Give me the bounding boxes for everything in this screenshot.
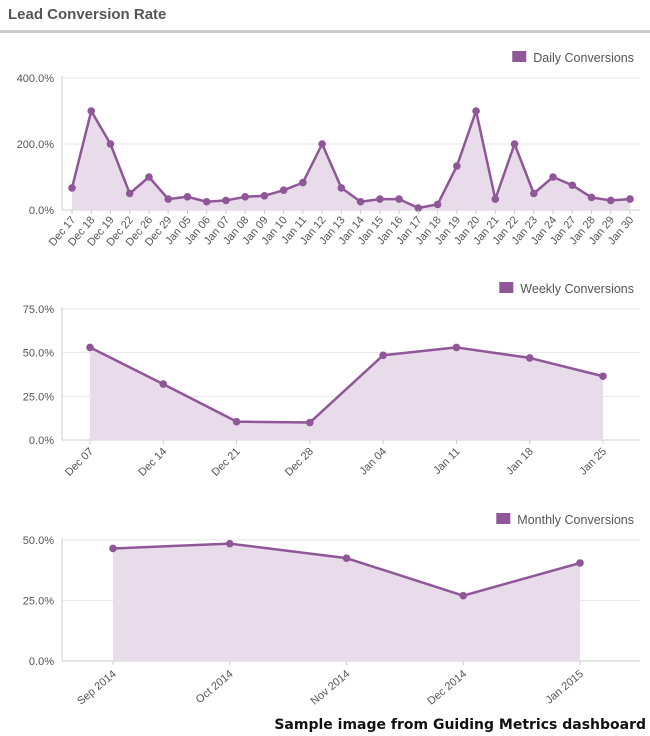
data-point bbox=[379, 351, 387, 360]
data-point bbox=[159, 380, 168, 388]
data-point bbox=[452, 343, 461, 352]
data-point bbox=[376, 195, 384, 203]
data-point bbox=[279, 186, 288, 194]
legend-swatch bbox=[496, 513, 511, 524]
data-point bbox=[549, 173, 557, 181]
data-point bbox=[164, 195, 173, 203]
legend-label: Monthly Conversions bbox=[517, 513, 634, 527]
data-point bbox=[491, 195, 500, 203]
data-point bbox=[68, 184, 76, 192]
y-tick-label: 25.0% bbox=[23, 391, 54, 403]
data-point bbox=[626, 195, 634, 203]
data-point bbox=[459, 591, 468, 600]
data-point bbox=[529, 189, 538, 198]
data-point bbox=[86, 343, 94, 352]
data-point bbox=[433, 200, 442, 209]
legend-label: Daily Conversions bbox=[533, 51, 634, 65]
data-point bbox=[260, 192, 269, 200]
data-point bbox=[342, 554, 351, 562]
legend-swatch bbox=[499, 282, 514, 293]
data-point bbox=[414, 204, 423, 212]
data-point bbox=[599, 372, 607, 381]
x-tick-label: Dec 2014 bbox=[425, 668, 469, 707]
x-tick-label: Jan 2015 bbox=[544, 668, 586, 706]
data-point bbox=[87, 107, 96, 115]
y-tick-label: 200.0% bbox=[17, 139, 55, 151]
y-tick-label: 0.0% bbox=[29, 205, 54, 217]
data-point bbox=[576, 559, 584, 567]
data-point bbox=[606, 196, 615, 205]
y-tick-label: 400.0% bbox=[17, 73, 55, 85]
data-point bbox=[109, 544, 117, 553]
header-bar: Lead Conversion Rate bbox=[0, 0, 650, 33]
data-point bbox=[222, 196, 230, 205]
data-point bbox=[395, 195, 403, 203]
data-point bbox=[337, 184, 346, 192]
series-line bbox=[70, 109, 631, 210]
series-line bbox=[89, 346, 604, 424]
data-point bbox=[225, 539, 234, 548]
x-tick-label: Oct 2014 bbox=[194, 668, 236, 706]
y-tick-label: 0.0% bbox=[29, 656, 54, 668]
data-point bbox=[183, 193, 192, 201]
data-point bbox=[232, 417, 241, 426]
data-point bbox=[453, 162, 461, 170]
x-tick-label: Sep 2014 bbox=[75, 668, 119, 707]
y-tick-label: 50.0% bbox=[23, 535, 54, 547]
data-point bbox=[145, 173, 153, 181]
data-point bbox=[525, 354, 534, 362]
legend-label: Weekly Conversions bbox=[520, 282, 634, 296]
data-point bbox=[241, 193, 249, 201]
y-tick-label: 25.0% bbox=[23, 596, 54, 608]
page-title: Lead Conversion Rate bbox=[8, 6, 167, 23]
y-tick-label: 0.0% bbox=[29, 435, 54, 447]
x-tick-label: Nov 2014 bbox=[309, 668, 353, 707]
y-tick-label: 75.0% bbox=[23, 304, 54, 316]
series-area bbox=[90, 347, 603, 440]
data-point bbox=[356, 197, 365, 206]
footer-note: Sample image from Guiding Metrics dashbo… bbox=[274, 717, 646, 733]
data-point bbox=[125, 189, 134, 198]
series-area bbox=[72, 111, 630, 210]
weekly-conversions-chart: 0.0%25.0%50.0%75.0%Dec 07 Dec 14 Dec 21 Dec… bbox=[23, 282, 640, 479]
data-point bbox=[510, 140, 519, 148]
data-point bbox=[568, 181, 577, 190]
data-point bbox=[318, 140, 326, 148]
data-point bbox=[306, 418, 314, 427]
data-point bbox=[106, 140, 115, 148]
legend-swatch bbox=[512, 51, 527, 62]
data-point bbox=[202, 197, 211, 206]
series-area bbox=[113, 543, 580, 661]
data-point bbox=[587, 193, 596, 202]
data-point bbox=[472, 107, 480, 115]
data-point bbox=[299, 178, 307, 187]
y-tick-label: 50.0% bbox=[23, 348, 54, 360]
